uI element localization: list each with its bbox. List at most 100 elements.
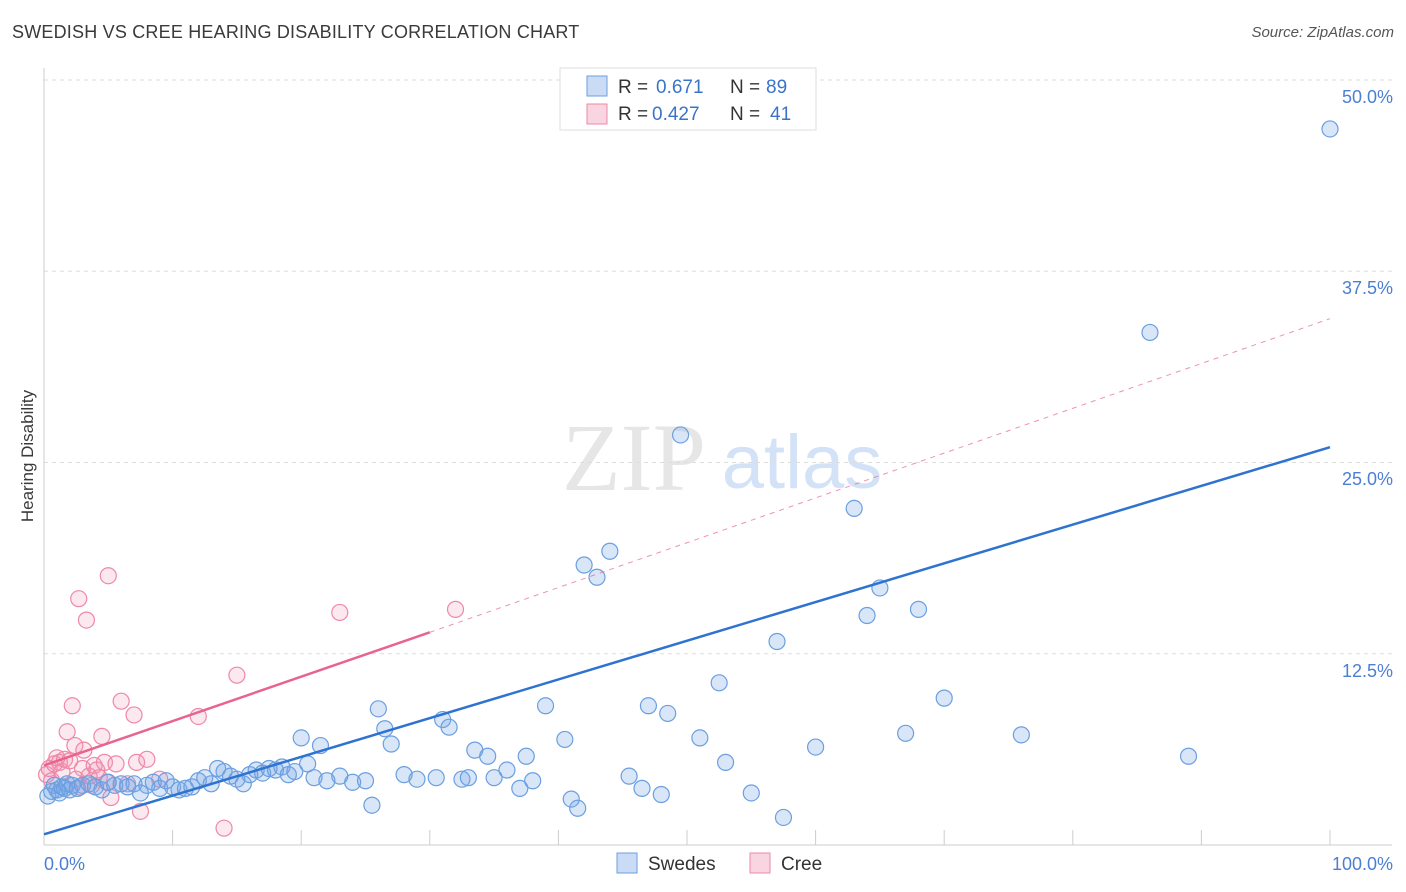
- legend-cree-n-label: N =: [730, 104, 760, 125]
- cree-point-13: [70, 590, 88, 608]
- swedes-point-22: [144, 773, 162, 791]
- cree-point-37: [215, 819, 233, 837]
- swedes-point-52: [356, 772, 375, 790]
- swedes-point-45: [292, 729, 310, 747]
- swedes-point-69: [517, 747, 535, 765]
- swedes-point-61: [440, 718, 458, 736]
- cree-trend-extension: [429, 318, 1331, 633]
- x-tick-label-0: 0.0%: [44, 854, 85, 874]
- swedes-point-81: [652, 785, 670, 804]
- swedes-point-66: [485, 769, 503, 787]
- cree-point-29: [112, 692, 130, 710]
- swedes-point-74: [569, 799, 587, 817]
- swedes-point-80: [639, 697, 658, 715]
- cree-trend-line: [43, 631, 431, 767]
- y-tick-label-12-5: 12.5%: [1342, 661, 1393, 681]
- source-label: Source: ZipAtlas.com: [1251, 24, 1394, 41]
- chart-title: SWEDISH VS CREE HEARING DISABILITY CORRE…: [12, 22, 580, 42]
- swedes-point-71: [536, 697, 555, 715]
- watermark-zip: ZIP: [562, 404, 706, 511]
- legend-swatch-swedes: [586, 75, 608, 97]
- swedes-point-54: [369, 700, 387, 718]
- swedes-point-11: [73, 776, 92, 794]
- watermark-atlas: atlas: [722, 420, 883, 505]
- swedes-point-72: [556, 730, 574, 749]
- swedes-point-58: [408, 770, 426, 788]
- cree-point-39: [331, 603, 349, 622]
- swedes-point-62: [453, 770, 471, 788]
- swedes-point-96: [935, 689, 953, 707]
- swedes-point-49: [318, 772, 336, 790]
- swedes-point-53: [363, 796, 381, 814]
- swedes-point-77: [601, 542, 619, 560]
- legend-cree-r-label: R =: [618, 104, 648, 125]
- swedes-point-90: [806, 738, 825, 756]
- swedes-point-86: [716, 753, 735, 771]
- swedes-point-36: [234, 775, 252, 793]
- cree-point-23: [93, 727, 111, 745]
- cree-point-10: [63, 697, 81, 715]
- swedes-point-68: [511, 779, 529, 797]
- cree-point-26: [99, 567, 117, 585]
- swedes-point-75: [575, 556, 593, 574]
- legend-swedes-n-value: 89: [766, 77, 787, 98]
- swedes-point-47: [305, 769, 323, 787]
- swedes-point-59: [427, 769, 445, 787]
- swedes-point-16: [106, 776, 124, 794]
- swedes-point-56: [382, 735, 400, 753]
- y-axis-label: Hearing Disability: [18, 389, 37, 522]
- bottom-legend-swedes: Swedes: [648, 854, 716, 875]
- swedes-point-89: [774, 808, 793, 827]
- swedes-points: [39, 120, 1339, 827]
- cree-point-17: [77, 611, 96, 629]
- swedes-point-87: [742, 784, 760, 802]
- swedes-point-83: [671, 426, 690, 444]
- series-legend: Swedes Cree: [616, 852, 822, 875]
- swedes-point-44: [286, 762, 304, 781]
- swedes-point-95: [909, 600, 928, 618]
- x-tick-label-100: 100.0%: [1332, 854, 1393, 874]
- grid-lines: [44, 79, 1392, 655]
- swedes-point-98: [1141, 323, 1159, 342]
- y-tick-label-50: 50.0%: [1342, 87, 1393, 107]
- swedes-point-57: [395, 766, 413, 784]
- bottom-legend-swatch-cree: [749, 852, 771, 874]
- legend-cree-n-value: 41: [770, 104, 791, 125]
- swedes-point-19: [125, 775, 143, 793]
- legend-swedes-r-value: 0.671: [656, 77, 704, 98]
- swedes-point-99: [1179, 747, 1198, 765]
- swedes-trend-line: [43, 446, 1331, 836]
- correlation-legend: R = 0.671 N = 89 R = 0.427 N = 41: [559, 67, 817, 131]
- swedes-point-91: [845, 499, 863, 517]
- bottom-legend-swatch-swedes: [616, 852, 638, 874]
- swedes-point-70: [524, 772, 542, 790]
- legend-swatch-cree: [586, 103, 608, 125]
- swedes-point-79: [633, 779, 651, 797]
- swedes-point-73: [562, 790, 580, 808]
- swedes-point-92: [858, 606, 876, 625]
- legend-swedes-r-label: R =: [618, 77, 648, 98]
- swedes-point-100: [1321, 120, 1339, 138]
- cree-point-32: [127, 753, 146, 771]
- swedes-point-94: [897, 724, 915, 742]
- cree-point-31: [125, 706, 143, 724]
- swedes-point-65: [479, 747, 497, 765]
- swedes-point-88: [768, 632, 786, 651]
- legend-swedes-n-label: N =: [730, 77, 760, 98]
- swedes-point-76: [588, 568, 606, 586]
- cree-point-28: [107, 755, 125, 773]
- cree-point-8: [58, 723, 76, 741]
- y-tick-label-25: 25.0%: [1342, 469, 1393, 489]
- x-tick-marks: [172, 830, 1331, 845]
- legend-cree-r-value: 0.427: [652, 104, 700, 125]
- cree-point-34: [138, 750, 156, 768]
- swedes-point-51: [344, 773, 362, 791]
- trend-lines: [43, 318, 1331, 836]
- swedes-point-97: [1012, 726, 1030, 744]
- swedes-point-78: [620, 767, 638, 785]
- swedes-point-85: [710, 674, 728, 692]
- swedes-point-67: [498, 761, 516, 779]
- cree-point-38: [228, 666, 246, 684]
- swedes-point-24: [157, 772, 175, 790]
